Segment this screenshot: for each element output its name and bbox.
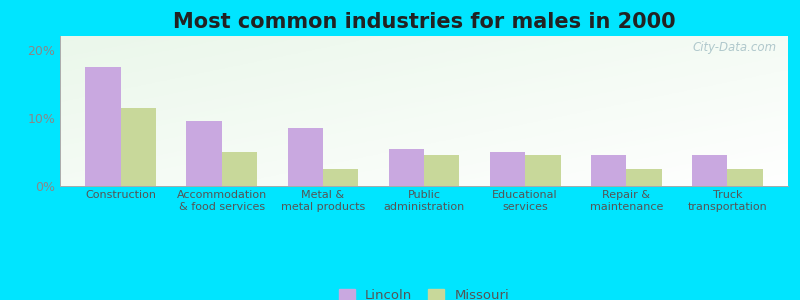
Bar (323, 169, 358, 186)
Bar (86, 67, 121, 186)
Bar (490, 152, 525, 186)
Bar (626, 169, 662, 186)
Text: City-Data.com: City-Data.com (693, 40, 777, 53)
Legend: Lincoln, Missouri: Lincoln, Missouri (338, 290, 510, 300)
Bar (525, 155, 561, 186)
Bar (424, 155, 459, 186)
Bar (389, 148, 424, 186)
Title: Most common industries for males in 2000: Most common industries for males in 2000 (173, 12, 675, 32)
Bar (591, 155, 626, 186)
Bar (692, 155, 727, 186)
Bar (287, 128, 323, 186)
Bar (186, 121, 222, 186)
Bar (222, 152, 257, 186)
Bar (121, 108, 156, 186)
Bar (727, 169, 762, 186)
